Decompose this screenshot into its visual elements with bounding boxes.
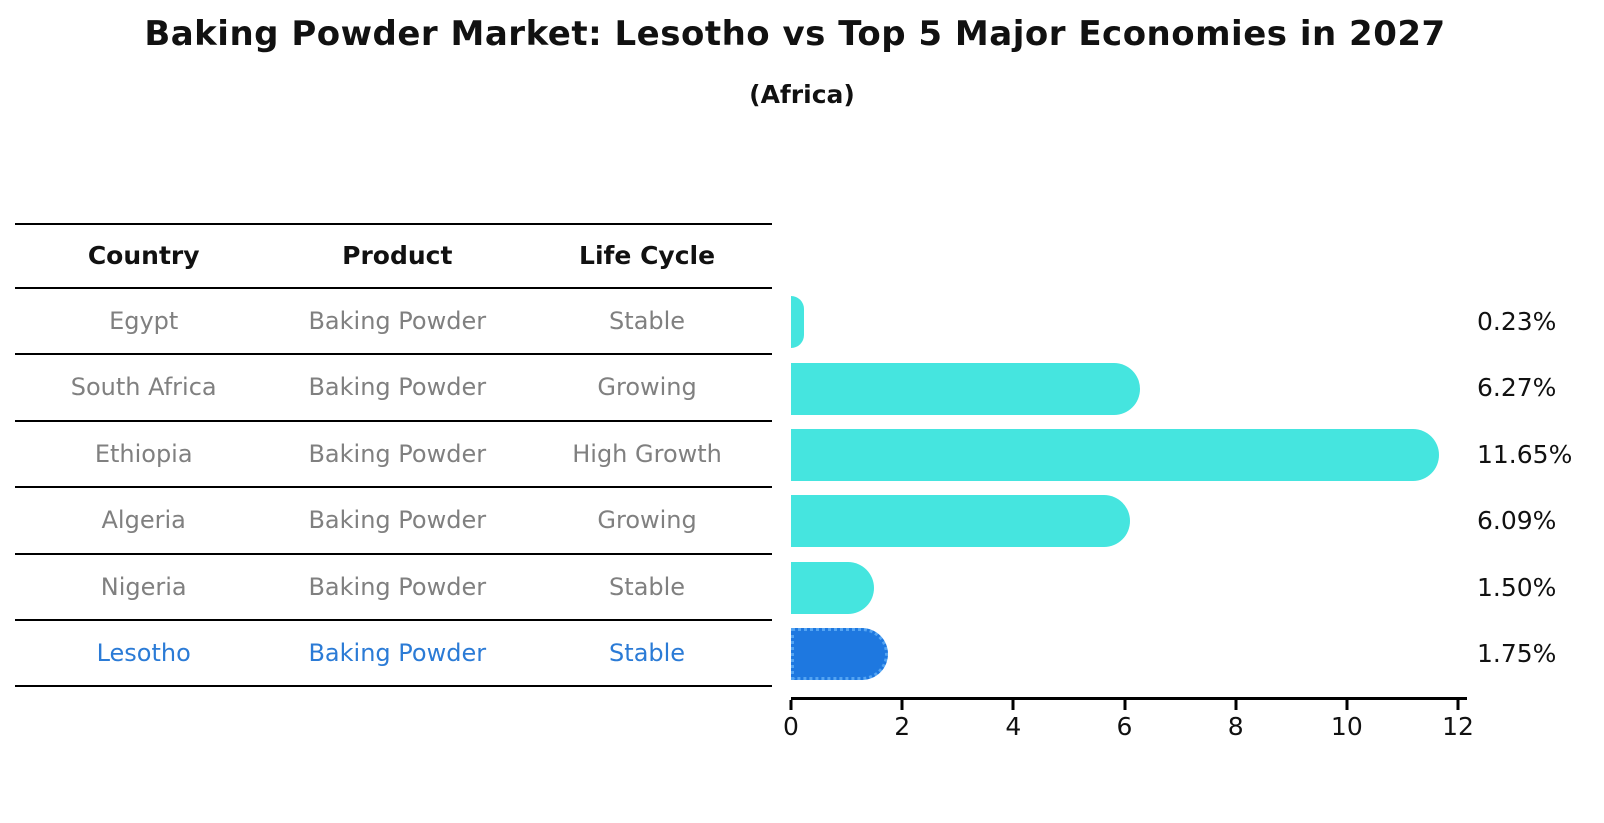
x-axis-tick-label: 0: [783, 712, 799, 741]
bar-lesotho: [791, 628, 889, 681]
bar-row: [791, 488, 1458, 554]
cell-country: Ethiopia: [94, 439, 193, 468]
cell-life-cycle: High Growth: [572, 439, 722, 468]
chart-subtitle: (Africa): [749, 80, 855, 109]
cell-product: Baking Powder: [308, 307, 487, 335]
table-row: Nigeria Baking Powder Stable: [15, 555, 772, 621]
bar-chart-area: [791, 289, 1458, 687]
cell-country: Lesotho: [96, 638, 191, 667]
bar-row: [791, 422, 1458, 488]
bar-row: [791, 289, 1458, 355]
x-axis-tick: [1234, 700, 1238, 710]
cell-product: Baking Powder: [308, 439, 487, 468]
bar-value-label: 1.50%: [1477, 572, 1557, 602]
table-row: Lesotho Baking Powder Stable: [15, 621, 772, 688]
cell-life-cycle: Growing: [597, 373, 697, 402]
bar-nigeria: [791, 561, 875, 614]
cell-country: Egypt: [109, 307, 179, 335]
x-axis-tick: [1456, 700, 1460, 710]
cell-product: Baking Powder: [308, 638, 487, 667]
cell-life-cycle: Stable: [609, 638, 686, 667]
cell-life-cycle: Stable: [609, 307, 686, 335]
bar-value-label: 6.09%: [1477, 506, 1557, 536]
cell-life-cycle: Growing: [597, 506, 697, 535]
x-axis: 0 2 4 6 8 10 12: [783, 697, 1474, 747]
bar-row: [791, 555, 1458, 621]
cell-life-cycle: Stable: [609, 572, 686, 601]
x-axis-tick: [1345, 700, 1349, 710]
bar-value-label: 11.65%: [1477, 439, 1573, 469]
x-axis-tick-label: 4: [1005, 712, 1022, 741]
x-axis-tick: [789, 700, 793, 710]
cell-product: Baking Powder: [308, 373, 487, 402]
x-axis-tick-label: 6: [1116, 712, 1133, 741]
cell-country: South Africa: [70, 373, 217, 402]
table-row: Egypt Baking Powder Stable: [15, 289, 772, 356]
bar-south-africa: [791, 362, 1140, 415]
table-row: South Africa Baking Powder Growing: [15, 355, 772, 422]
bar-row: [791, 355, 1458, 421]
market-table: Country Product Life Cycle Egypt Baking Pow…: [15, 223, 772, 688]
table-row: Ethiopia Baking Powder High Growth: [15, 422, 772, 489]
bar-ethiopia: [791, 428, 1439, 481]
cell-country: Algeria: [101, 506, 186, 535]
bar-value-label: 1.75%: [1477, 638, 1557, 668]
bar-value-label: 6.27%: [1477, 373, 1557, 403]
x-axis-tick-label: 12: [1442, 712, 1474, 741]
bar-algeria: [791, 495, 1130, 548]
x-axis-tick-label: 10: [1330, 712, 1363, 741]
table-header-cell: Life Cycle: [579, 241, 716, 270]
bar-egypt: [791, 296, 804, 349]
table-body: Egypt Baking Powder Stable South Africa Baki…: [15, 289, 772, 688]
x-axis-tick-label: 2: [894, 712, 911, 741]
bar-row: [791, 621, 1458, 687]
cell-country: Nigeria: [100, 572, 187, 601]
table-row: Algeria Baking Powder Growing: [15, 488, 772, 555]
cell-product: Baking Powder: [308, 506, 487, 535]
table-header-row: Country Product Life Cycle: [15, 223, 772, 289]
value-label-column: 0.23% 6.27% 11.65% 6.09% 1.50% 1.75%: [1477, 289, 1602, 687]
table-header-cell: Country: [87, 241, 200, 270]
x-axis-tick: [1123, 700, 1126, 710]
x-axis-tick: [1011, 700, 1015, 710]
x-axis-tick: [900, 700, 904, 710]
chart-title: Baking Powder Market: Lesotho vs Top 5 M…: [144, 14, 1446, 54]
bar-value-label: 0.23%: [1477, 307, 1557, 336]
cell-product: Baking Powder: [308, 572, 487, 601]
table-header-cell: Product: [342, 241, 453, 270]
x-axis-tick-label: 8: [1227, 712, 1244, 741]
x-axis-line: [791, 697, 1467, 700]
